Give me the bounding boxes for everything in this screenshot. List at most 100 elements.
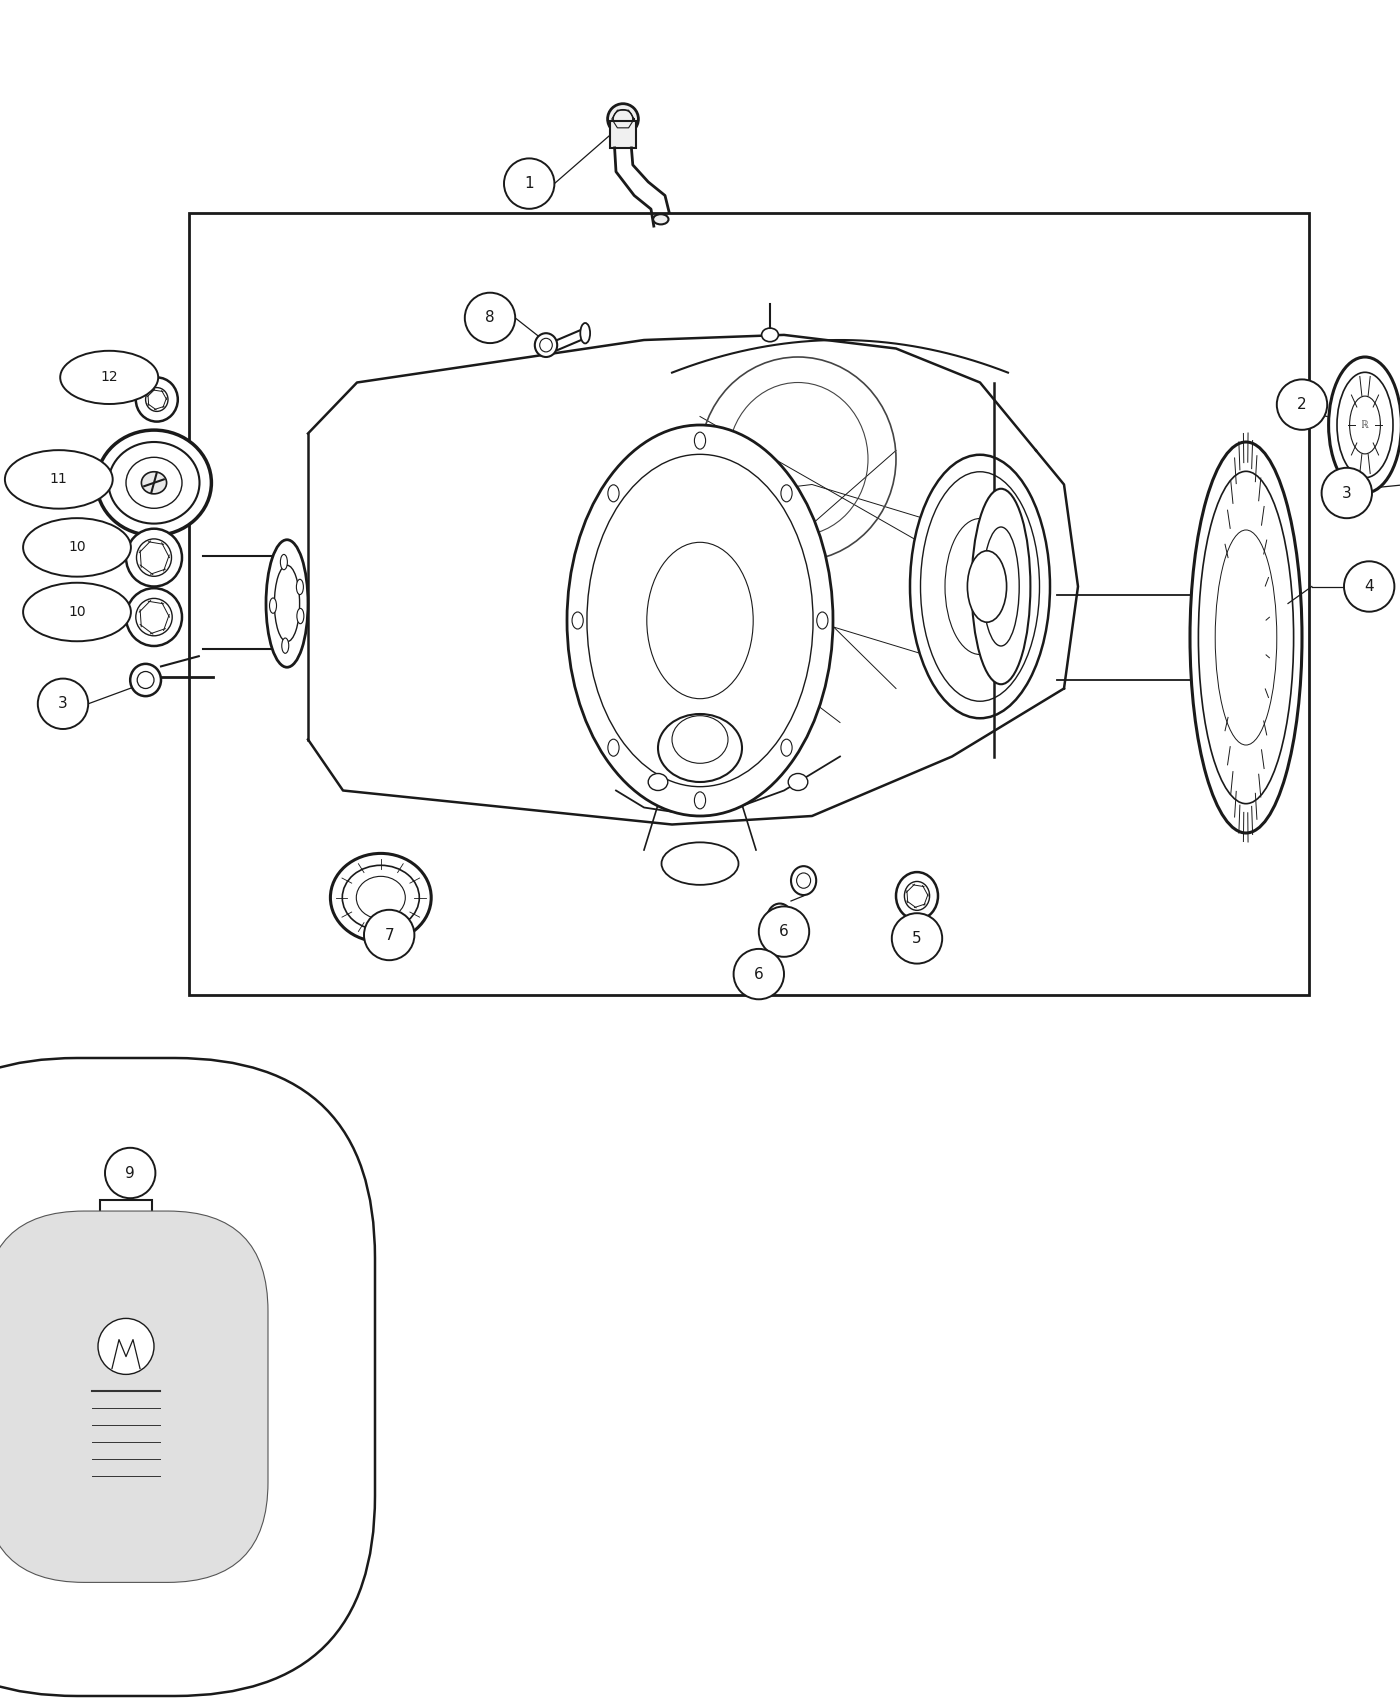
Ellipse shape — [781, 740, 792, 756]
Ellipse shape — [297, 609, 304, 624]
Ellipse shape — [788, 774, 808, 790]
FancyBboxPatch shape — [0, 1057, 375, 1697]
Ellipse shape — [587, 454, 813, 787]
Ellipse shape — [1190, 442, 1302, 833]
Ellipse shape — [137, 539, 171, 576]
Ellipse shape — [972, 490, 1030, 685]
Ellipse shape — [1350, 396, 1380, 454]
Ellipse shape — [60, 350, 158, 405]
Ellipse shape — [330, 853, 431, 942]
Ellipse shape — [904, 881, 930, 911]
Ellipse shape — [136, 377, 178, 422]
Ellipse shape — [694, 792, 706, 809]
FancyBboxPatch shape — [0, 1210, 267, 1583]
Ellipse shape — [126, 529, 182, 586]
Ellipse shape — [136, 598, 172, 636]
Text: 1: 1 — [525, 177, 533, 190]
Ellipse shape — [297, 580, 304, 595]
Ellipse shape — [137, 672, 154, 688]
Circle shape — [1322, 468, 1372, 518]
Ellipse shape — [540, 338, 552, 352]
Circle shape — [105, 1148, 155, 1198]
Text: 8: 8 — [486, 311, 494, 325]
Ellipse shape — [773, 911, 787, 927]
Circle shape — [892, 913, 942, 964]
Ellipse shape — [281, 638, 288, 653]
Text: 3: 3 — [1343, 486, 1351, 500]
Ellipse shape — [910, 456, 1050, 719]
Ellipse shape — [97, 430, 211, 536]
Ellipse shape — [109, 442, 199, 524]
Ellipse shape — [22, 583, 132, 641]
Text: 2: 2 — [1298, 398, 1306, 411]
Ellipse shape — [581, 323, 591, 343]
Ellipse shape — [608, 740, 619, 756]
Ellipse shape — [967, 551, 1007, 622]
Ellipse shape — [535, 333, 557, 357]
Bar — [610, 121, 636, 148]
Ellipse shape — [270, 598, 277, 614]
Text: 12: 12 — [101, 371, 118, 384]
Ellipse shape — [767, 904, 792, 932]
Ellipse shape — [613, 110, 633, 129]
Ellipse shape — [791, 867, 816, 896]
Ellipse shape — [22, 518, 132, 576]
Text: 10: 10 — [69, 541, 85, 554]
Ellipse shape — [1215, 530, 1277, 745]
Ellipse shape — [781, 484, 792, 501]
Ellipse shape — [126, 457, 182, 508]
Ellipse shape — [921, 473, 1039, 702]
Text: ℝ: ℝ — [1361, 420, 1369, 430]
Text: 5: 5 — [913, 932, 921, 945]
Text: 6: 6 — [780, 925, 788, 938]
Ellipse shape — [896, 872, 938, 920]
Ellipse shape — [280, 554, 287, 570]
Circle shape — [38, 678, 88, 729]
Ellipse shape — [356, 877, 406, 920]
Text: 10: 10 — [69, 605, 85, 619]
Text: 11: 11 — [50, 473, 67, 486]
Ellipse shape — [146, 388, 168, 411]
Circle shape — [364, 910, 414, 960]
Ellipse shape — [274, 564, 300, 643]
Ellipse shape — [797, 874, 811, 889]
Ellipse shape — [6, 450, 113, 508]
Ellipse shape — [608, 104, 638, 134]
Ellipse shape — [945, 518, 1015, 654]
Ellipse shape — [661, 842, 739, 884]
Ellipse shape — [266, 541, 308, 668]
Ellipse shape — [816, 612, 827, 629]
Ellipse shape — [762, 328, 778, 342]
Bar — [101, 1200, 151, 1221]
Circle shape — [465, 292, 515, 343]
Ellipse shape — [672, 716, 728, 763]
Ellipse shape — [1329, 357, 1400, 493]
Ellipse shape — [694, 432, 706, 449]
Circle shape — [1277, 379, 1327, 430]
Ellipse shape — [130, 665, 161, 697]
Ellipse shape — [342, 865, 420, 930]
Circle shape — [98, 1319, 154, 1374]
Ellipse shape — [141, 473, 167, 495]
Ellipse shape — [647, 542, 753, 699]
Circle shape — [504, 158, 554, 209]
Ellipse shape — [1198, 471, 1294, 804]
Ellipse shape — [983, 527, 1019, 646]
Ellipse shape — [652, 214, 669, 224]
Text: 7: 7 — [385, 928, 393, 942]
Ellipse shape — [126, 588, 182, 646]
Bar — [189, 212, 1309, 994]
Circle shape — [1344, 561, 1394, 612]
Bar — [108, 1221, 144, 1258]
Ellipse shape — [573, 612, 584, 629]
Ellipse shape — [1337, 372, 1393, 478]
Ellipse shape — [567, 425, 833, 816]
Ellipse shape — [658, 714, 742, 782]
Ellipse shape — [648, 774, 668, 790]
Text: 3: 3 — [59, 697, 67, 711]
Text: 6: 6 — [755, 967, 763, 981]
Text: 4: 4 — [1365, 580, 1373, 593]
Circle shape — [759, 906, 809, 957]
Text: 9: 9 — [126, 1166, 134, 1180]
Circle shape — [734, 949, 784, 1000]
